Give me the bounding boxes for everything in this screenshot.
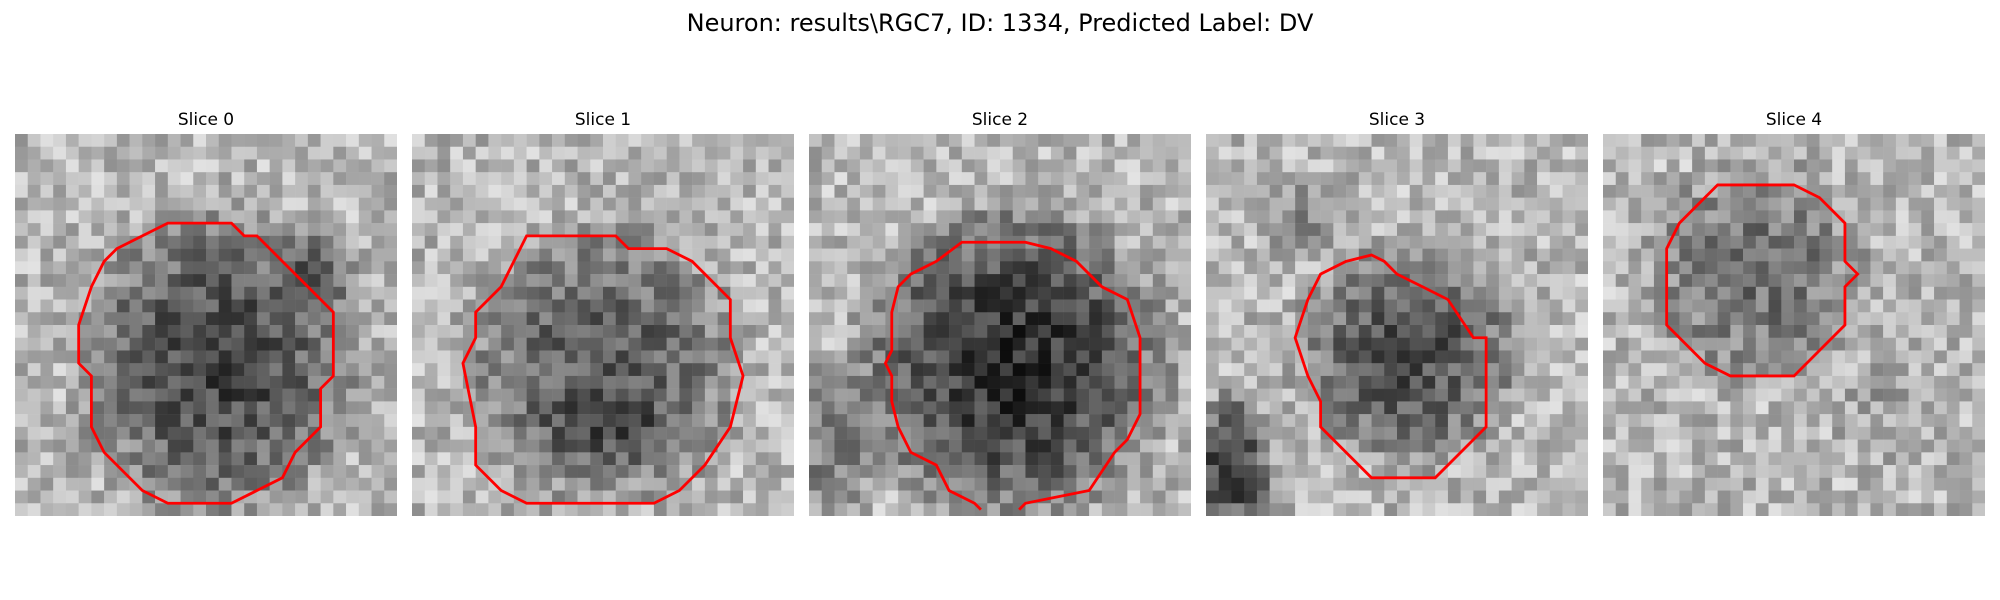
slice-panel-4: Slice 4 — [1603, 109, 1985, 516]
grayscale-pixel-grid-2 — [809, 134, 1191, 516]
grayscale-pixel-grid-0 — [15, 134, 397, 516]
slice-panel-0: Slice 0 — [15, 109, 397, 516]
slice-panel-1: Slice 1 — [412, 109, 794, 516]
slice-image-4 — [1603, 134, 1985, 516]
slice-title-3: Slice 3 — [1206, 109, 1588, 131]
slice-title-4: Slice 4 — [1603, 109, 1985, 131]
figure-title: Neuron: results\RGC7, ID: 1334, Predicte… — [0, 8, 2000, 38]
slice-image-3 — [1206, 134, 1588, 516]
slice-title-2: Slice 2 — [809, 109, 1191, 131]
slice-image-1 — [412, 134, 794, 516]
slice-image-2 — [809, 134, 1191, 516]
grayscale-pixel-grid-3 — [1206, 134, 1588, 516]
grayscale-pixel-grid-4 — [1603, 134, 1985, 516]
slice-image-0 — [15, 134, 397, 516]
slice-title-1: Slice 1 — [412, 109, 794, 131]
slice-panel-3: Slice 3 — [1206, 109, 1588, 516]
grayscale-pixel-grid-1 — [412, 134, 794, 516]
slice-panel-2: Slice 2 — [809, 109, 1191, 516]
slice-title-0: Slice 0 — [15, 109, 397, 131]
